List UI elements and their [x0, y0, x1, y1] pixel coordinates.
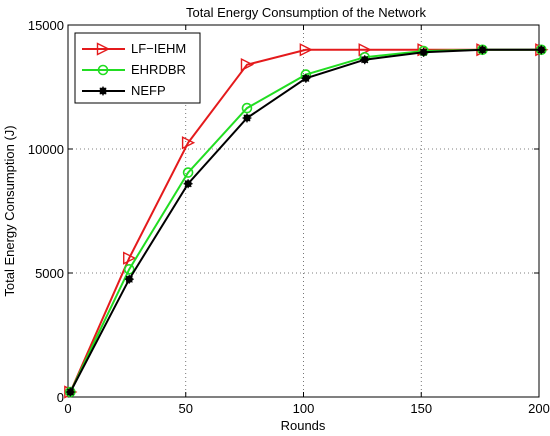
- y-axis-label: Total Energy Consumption (J): [2, 125, 17, 296]
- grid: [68, 25, 539, 397]
- y-tick-label: 15000: [28, 18, 64, 33]
- series: [64, 43, 549, 399]
- legend: LF−IEHM EHRDBR NEFP: [74, 32, 201, 104]
- series-nefp: [65, 45, 546, 397]
- legend-marker-lf-iehm: [96, 42, 111, 56]
- x-tick-label: 50: [179, 401, 193, 416]
- data-point-nefp: [242, 113, 252, 123]
- marker-spoke: [243, 114, 251, 122]
- chart-title: Total Energy Consumption of the Network: [186, 5, 426, 20]
- x-tick-label: 150: [410, 401, 432, 416]
- data-point-nefp: [536, 45, 546, 55]
- y-tick-label: 5000: [35, 266, 64, 281]
- legend-symbols: [82, 42, 125, 96]
- legend-marker-ehrdbr: [97, 64, 109, 76]
- x-tick-label: 200: [528, 401, 550, 416]
- data-point-lf-iehm: [181, 136, 196, 150]
- data-point-nefp: [477, 45, 487, 55]
- y-tick-label: 10000: [28, 142, 64, 157]
- data-point-nefp: [124, 274, 134, 284]
- marker-spoke: [419, 48, 428, 56]
- legend-marker-nefp: [98, 86, 108, 96]
- data-point-ehrdbr: [182, 167, 194, 178]
- data-point-ehrdbr: [241, 102, 253, 114]
- data-point-ehrdbr: [123, 263, 135, 275]
- data-point-nefp: [183, 179, 193, 189]
- marker-spoke: [478, 46, 487, 54]
- marker-spoke: [361, 56, 369, 64]
- y-tick-label: 0: [57, 390, 64, 405]
- x-axis-label: Rounds: [281, 418, 326, 433]
- marker-spoke: [66, 388, 74, 396]
- x-tick-label: 0: [64, 401, 71, 416]
- marker-spoke: [537, 46, 545, 54]
- data-point-lf-iehm: [240, 58, 255, 72]
- legend-label-nefp: NEFP: [131, 83, 166, 98]
- data-point-nefp: [65, 387, 75, 397]
- data-point-nefp: [419, 47, 429, 57]
- marker-spoke: [125, 275, 133, 283]
- marker-spoke: [302, 74, 310, 82]
- marker-spoke: [184, 180, 192, 188]
- data-point-nefp: [360, 55, 370, 65]
- x-tick-label: 100: [293, 401, 315, 416]
- marker-spoke: [99, 87, 107, 95]
- legend-label-ehrdbr: EHRDBR: [131, 62, 186, 77]
- legend-label-lf-iehm: LF−IEHM: [131, 41, 186, 56]
- data-point-lf-iehm: [123, 251, 137, 265]
- data-point-nefp: [301, 73, 311, 83]
- data-point-lf-iehm: [299, 43, 313, 57]
